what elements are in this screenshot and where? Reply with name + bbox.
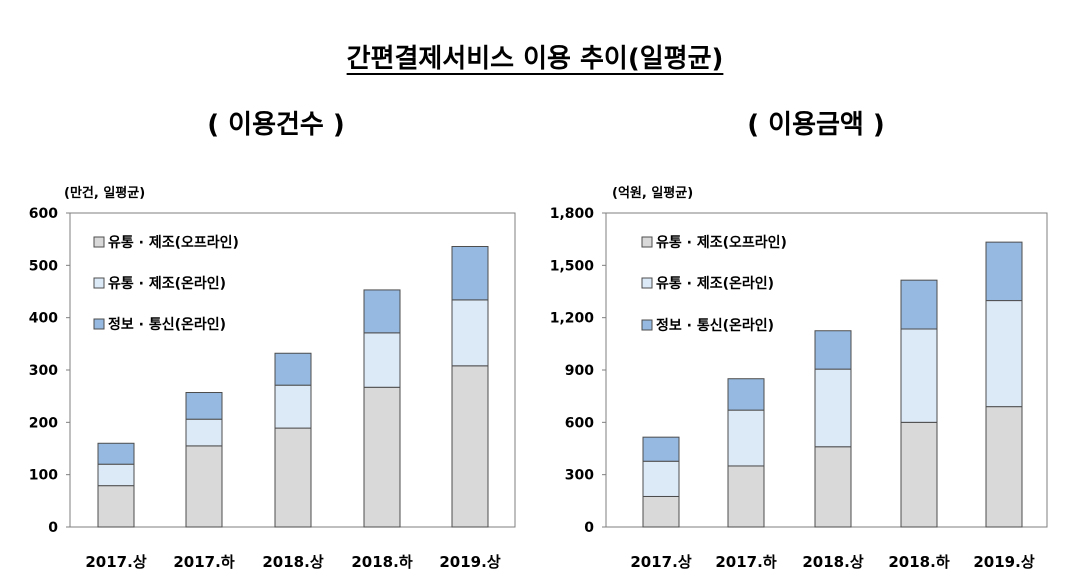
bar-segment-telecom bbox=[363, 289, 401, 334]
y-tick-label: 600 bbox=[29, 206, 58, 222]
legend-swatch-offline bbox=[93, 236, 105, 248]
bar-segment-telecom bbox=[814, 330, 852, 370]
bar-segment-offline bbox=[363, 386, 401, 528]
y-tick-label: 0 bbox=[48, 520, 58, 536]
legend-label: 유통 · 제조(온라인) bbox=[656, 275, 774, 292]
bar-segment-offline bbox=[985, 406, 1023, 528]
bar-segment-telecom bbox=[97, 442, 135, 465]
bar-segment-offline bbox=[642, 495, 680, 528]
x-tick-label: 2018.하 bbox=[351, 553, 412, 571]
legend-label: 정보 · 통신(온라인) bbox=[108, 316, 226, 333]
legend-label: 유통 · 제조(온라인) bbox=[108, 275, 226, 292]
bar-segment-offline bbox=[451, 365, 489, 528]
y-tick-label: 0 bbox=[584, 520, 594, 536]
unit-label: (억원, 일평균) bbox=[612, 185, 693, 201]
bar-segment-offline bbox=[814, 446, 852, 528]
bar-segment-offline bbox=[97, 485, 135, 528]
y-tick-label: 1,200 bbox=[550, 311, 595, 327]
legend-label: 유통 · 제조(오프라인) bbox=[656, 234, 787, 251]
bar-segment-online bbox=[727, 409, 765, 467]
y-tick-label: 300 bbox=[29, 363, 58, 379]
y-tick-label: 1,800 bbox=[550, 206, 595, 222]
bar-segment-telecom bbox=[985, 241, 1023, 302]
legend-swatch-online bbox=[93, 277, 105, 289]
bar-segment-telecom bbox=[451, 245, 489, 301]
bar-segment-telecom bbox=[727, 378, 765, 411]
bar-segment-online bbox=[363, 332, 401, 388]
bar-segment-online bbox=[185, 418, 223, 447]
x-tick-label: 2017.하 bbox=[173, 553, 234, 571]
transaction-count-chart: (만건, 일평균) 0 100 200 300 400 500 600 2017.상 2017.하… bbox=[29, 185, 516, 571]
bar-segment-offline bbox=[274, 427, 312, 528]
bar-segment-telecom bbox=[185, 392, 223, 420]
unit-label: (만건, 일평균) bbox=[64, 185, 145, 201]
legend-swatch-telecom bbox=[641, 319, 653, 331]
x-tick-label: 2018.상 bbox=[802, 553, 863, 571]
bar-segment-online bbox=[451, 299, 489, 367]
y-tick-label: 1,500 bbox=[550, 258, 595, 274]
bar-segment-offline bbox=[900, 421, 938, 528]
x-tick-label: 2017.상 bbox=[630, 553, 691, 571]
bar-segment-online bbox=[274, 384, 312, 429]
bar-segment-online bbox=[97, 463, 135, 487]
bar-segment-online bbox=[642, 460, 680, 497]
legend-swatch-telecom bbox=[93, 318, 105, 330]
y-tick-label: 300 bbox=[565, 468, 594, 484]
x-tick-label: 2019.상 bbox=[973, 553, 1034, 571]
bar-segment-offline bbox=[727, 465, 765, 528]
legend-swatch-online bbox=[641, 277, 653, 289]
y-tick-label: 600 bbox=[565, 415, 594, 431]
y-tick-label: 500 bbox=[29, 258, 58, 274]
legend-label: 유통 · 제조(오프라인) bbox=[108, 234, 239, 251]
bar-segment-online bbox=[985, 300, 1023, 408]
legend-swatch-offline bbox=[641, 236, 653, 248]
y-tick-label: 900 bbox=[565, 363, 594, 379]
x-tick-label: 2017.상 bbox=[85, 553, 146, 571]
x-tick-label: 2018.하 bbox=[888, 553, 949, 571]
bar-segment-telecom bbox=[900, 279, 938, 330]
legend-label: 정보 · 통신(온라인) bbox=[656, 317, 774, 334]
x-tick-label: 2018.상 bbox=[262, 553, 323, 571]
plot-area bbox=[605, 212, 1048, 528]
page-title: 간편결제서비스 이용 추이(일평균) bbox=[346, 44, 724, 74]
chart-amount-title: ( 이용금액 ) bbox=[747, 110, 885, 140]
y-tick-label: 400 bbox=[29, 311, 58, 327]
x-tick-label: 2017.하 bbox=[715, 553, 776, 571]
bar-segment-telecom bbox=[642, 436, 680, 462]
bar-segment-online bbox=[814, 368, 852, 448]
x-tick-label: 2019.상 bbox=[439, 553, 500, 571]
bar-segment-offline bbox=[185, 445, 223, 528]
chart-count-title: ( 이용건수 ) bbox=[207, 110, 345, 140]
y-tick-label: 100 bbox=[29, 468, 58, 484]
bar-segment-telecom bbox=[274, 352, 312, 386]
bar-segment-online bbox=[900, 328, 938, 423]
y-tick-label: 200 bbox=[29, 415, 58, 431]
